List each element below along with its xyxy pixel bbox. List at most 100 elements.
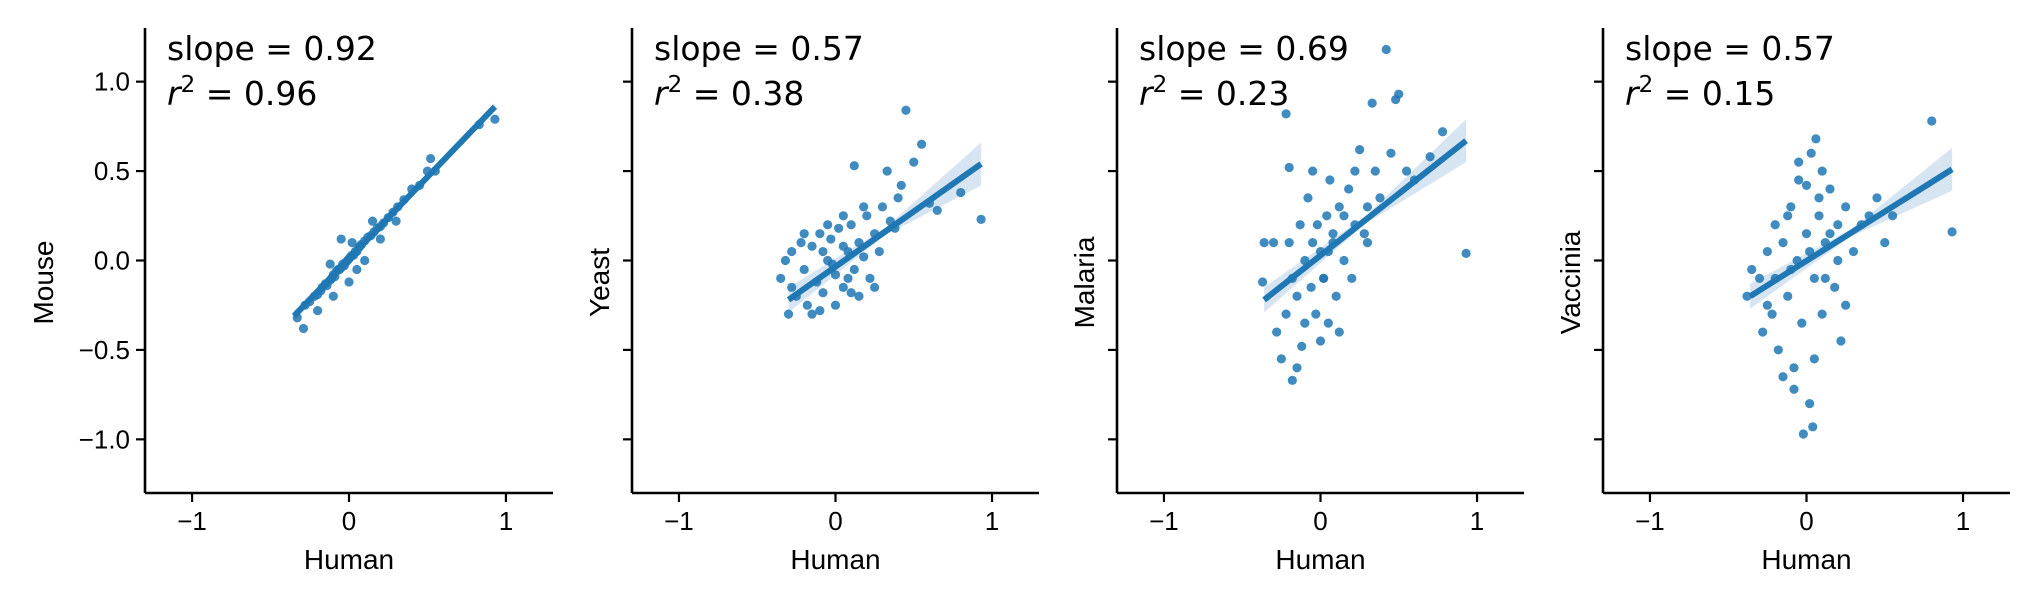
data-point <box>1281 109 1291 119</box>
data-point <box>830 270 841 280</box>
y-axis-label: Malaria <box>1069 236 1100 328</box>
data-point <box>1334 327 1344 337</box>
data-point <box>1789 384 1799 394</box>
data-point <box>877 202 888 212</box>
confidence-band <box>788 142 982 313</box>
slope-annotation: slope = 0.57 <box>1625 29 1835 68</box>
data-point <box>909 157 919 167</box>
data-point <box>818 246 828 257</box>
data-point <box>787 246 797 257</box>
data-point <box>1872 193 1882 203</box>
y-tick-label: 0.5 <box>94 156 130 186</box>
data-point <box>1355 145 1365 155</box>
data-point <box>1754 273 1765 283</box>
panel-4: −1 0 1 Human Vaccinia slope = 0.57 r2 = 0.15 <box>1555 28 2010 575</box>
data-point <box>1783 211 1793 221</box>
data-point <box>375 234 385 244</box>
data-point <box>807 241 817 251</box>
data-point <box>870 282 880 292</box>
data-point <box>344 277 354 287</box>
x-tick-label: −1 <box>664 506 694 536</box>
data-point <box>1401 166 1412 176</box>
data-point <box>1328 229 1338 239</box>
data-point <box>1438 127 1448 137</box>
data-point <box>807 309 817 319</box>
data-point <box>367 216 378 226</box>
data-point <box>834 223 844 233</box>
x-tick-label: 1 <box>1470 506 1484 536</box>
data-point <box>1808 422 1818 432</box>
data-point <box>1801 180 1812 190</box>
data-point <box>1284 162 1294 173</box>
data-point <box>1322 211 1332 221</box>
data-point <box>882 166 892 176</box>
data-point <box>426 153 436 164</box>
data-point <box>916 139 927 149</box>
data-point <box>1306 282 1316 292</box>
data-point <box>1292 291 1302 301</box>
y-tick-label: 1.0 <box>94 67 130 97</box>
data-point <box>1809 273 1819 283</box>
data-point <box>313 305 323 316</box>
data-point <box>1811 134 1821 144</box>
data-point <box>1319 273 1329 283</box>
data-point <box>1257 277 1268 287</box>
data-point <box>1798 429 1808 439</box>
data-point <box>1794 175 1804 185</box>
data-point <box>1334 202 1344 212</box>
data-point <box>1825 229 1835 239</box>
slope-annotation: slope = 0.57 <box>654 29 864 68</box>
data-point <box>780 255 791 266</box>
y-axis-label: Yeast <box>584 248 615 317</box>
data-point <box>799 264 809 275</box>
data-point <box>336 234 346 244</box>
x-tick-label: 0 <box>1799 506 1813 536</box>
data-point <box>802 300 812 310</box>
data-point <box>1359 229 1369 239</box>
data-point <box>1797 318 1807 328</box>
data-point <box>1833 220 1843 230</box>
data-point <box>490 114 500 124</box>
x-axis-label: Human <box>1275 544 1365 575</box>
x-axis-label: Human <box>304 544 394 575</box>
data-point <box>776 273 786 283</box>
data-point <box>1836 336 1846 346</box>
r-squared-annotation: r2 = 0.38 <box>654 72 804 113</box>
data-point <box>854 291 864 301</box>
data-point <box>1308 238 1318 248</box>
x-tick-label: −1 <box>177 506 207 536</box>
data-point <box>1820 273 1830 283</box>
data-point <box>1841 300 1851 310</box>
data-point <box>893 193 903 203</box>
data-point <box>1887 211 1898 221</box>
data-point <box>1297 341 1307 351</box>
regression-line <box>291 104 498 319</box>
data-point <box>1809 354 1819 364</box>
data-point <box>1825 184 1835 194</box>
data-point <box>1312 220 1322 230</box>
data-point <box>1758 327 1768 337</box>
data-point <box>1806 148 1816 158</box>
data-point <box>298 323 309 334</box>
y-axis-label: Vaccinia <box>1555 230 1586 334</box>
data-point <box>1347 273 1357 283</box>
x-tick-label: 1 <box>499 506 513 536</box>
y-axis-label: Mouse <box>28 240 59 324</box>
r-squared-annotation: r2 = 0.23 <box>1139 72 1289 113</box>
data-point <box>1259 238 1269 248</box>
data-point <box>799 229 809 239</box>
data-point <box>838 211 848 221</box>
data-point <box>1331 291 1341 301</box>
data-point <box>815 305 825 316</box>
data-point <box>1323 318 1333 328</box>
data-point <box>932 205 942 216</box>
data-point <box>1833 255 1843 266</box>
data-point <box>1805 398 1815 409</box>
data-point <box>1303 193 1313 203</box>
data-point <box>859 252 869 262</box>
y-tick-label: −1.0 <box>79 424 130 454</box>
data-point <box>1381 44 1391 55</box>
data-point <box>901 105 911 115</box>
